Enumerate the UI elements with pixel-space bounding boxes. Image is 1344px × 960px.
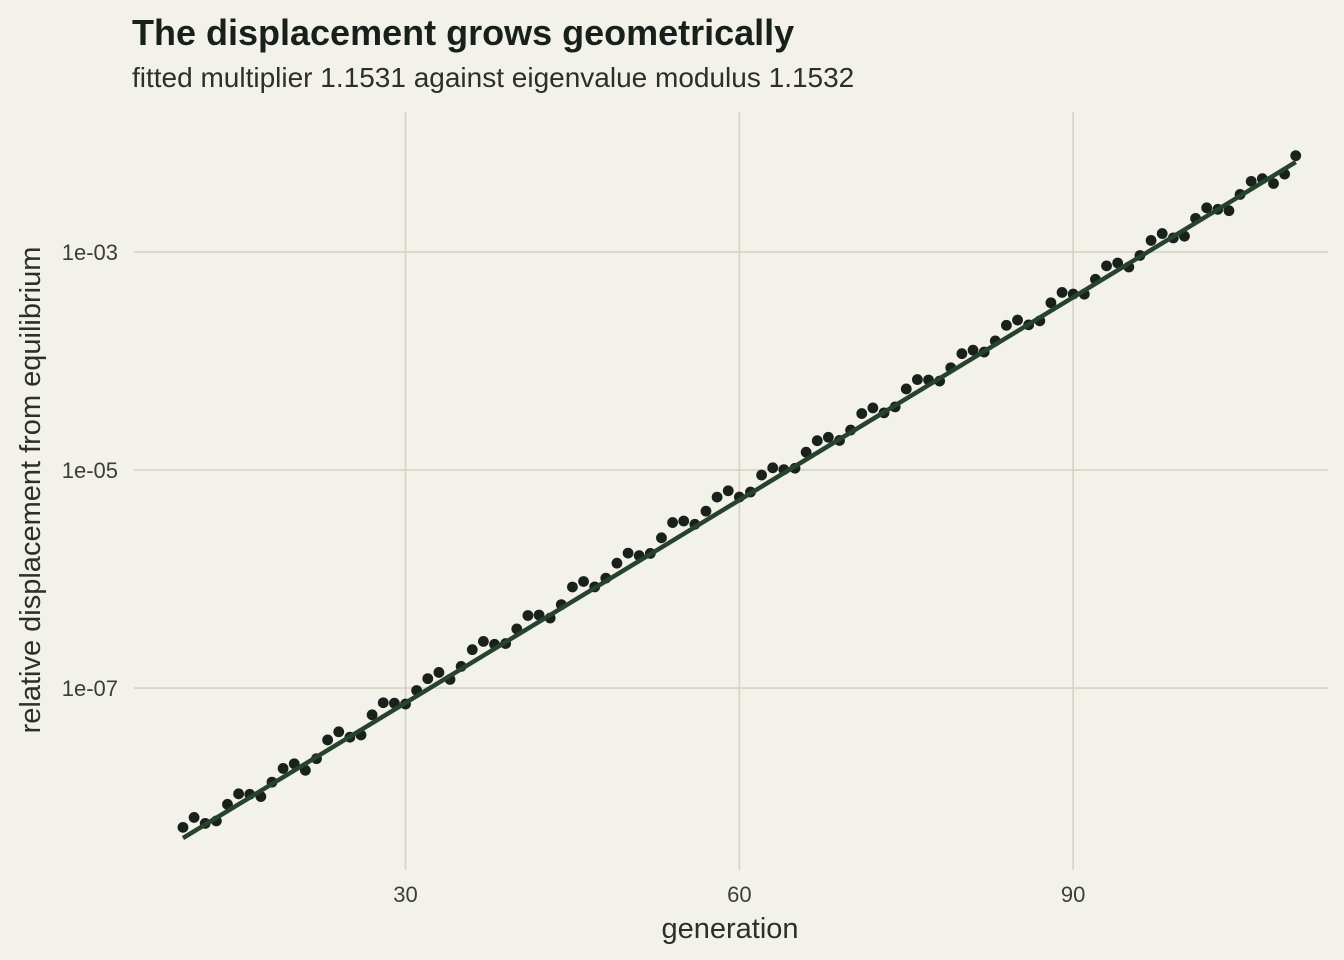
data-point bbox=[567, 581, 578, 593]
data-point bbox=[1045, 297, 1057, 309]
data-point bbox=[667, 517, 678, 528]
data-point bbox=[1201, 202, 1213, 214]
data-point bbox=[956, 348, 968, 360]
data-point bbox=[433, 667, 445, 678]
data-point bbox=[611, 557, 623, 569]
data-point bbox=[478, 635, 489, 647]
data-point bbox=[377, 697, 389, 709]
data-point bbox=[1223, 205, 1235, 217]
data-point bbox=[1101, 260, 1112, 272]
x-axis-title: generation bbox=[661, 913, 798, 945]
data-point bbox=[322, 734, 334, 746]
data-point bbox=[1245, 175, 1257, 187]
data-point bbox=[856, 408, 868, 419]
data-point bbox=[1268, 178, 1279, 189]
chart-subtitle: fitted multiplier 1.1531 against eigenva… bbox=[132, 62, 855, 93]
data-point bbox=[1112, 257, 1124, 269]
x-tick-label: 30 bbox=[393, 882, 417, 907]
data-point bbox=[822, 431, 834, 443]
data-point bbox=[177, 821, 189, 833]
data-point bbox=[800, 446, 812, 458]
data-point bbox=[1290, 150, 1302, 162]
data-point bbox=[967, 344, 979, 356]
data-point bbox=[578, 576, 589, 587]
data-point bbox=[1145, 235, 1157, 246]
data-point bbox=[466, 644, 478, 656]
marks-layer bbox=[177, 150, 1302, 841]
data-point bbox=[188, 812, 200, 823]
data-point bbox=[700, 505, 712, 517]
data-point bbox=[622, 547, 634, 559]
chart-title: The displacement grows geometrically bbox=[132, 12, 795, 53]
data-point bbox=[767, 462, 779, 474]
data-point bbox=[1012, 314, 1023, 326]
y-tick-label: 1e-05 bbox=[62, 458, 118, 483]
data-point bbox=[656, 532, 667, 544]
data-point bbox=[911, 374, 923, 385]
fit-line bbox=[181, 160, 1297, 841]
data-point bbox=[711, 491, 723, 503]
y-axis-title: relative displacement from equilibrium bbox=[15, 247, 47, 734]
y-tick-label: 1e-07 bbox=[62, 676, 118, 701]
y-tick-label: 1e-03 bbox=[62, 240, 118, 265]
data-point bbox=[422, 673, 434, 685]
data-point bbox=[678, 515, 690, 527]
data-point bbox=[1001, 319, 1012, 331]
data-point bbox=[1156, 228, 1168, 239]
data-point bbox=[900, 383, 912, 395]
axes-layer: 30 60 90 1e-07 1e-05 1e-03 bbox=[62, 240, 1086, 907]
data-point bbox=[722, 485, 734, 497]
data-point bbox=[1056, 286, 1068, 298]
x-tick-label: 90 bbox=[1061, 882, 1085, 907]
data-point bbox=[811, 435, 823, 447]
data-point bbox=[233, 788, 245, 800]
data-point bbox=[756, 469, 768, 481]
data-point bbox=[277, 763, 289, 774]
data-point bbox=[366, 709, 378, 721]
x-tick-label: 60 bbox=[727, 882, 751, 907]
data-point bbox=[522, 610, 534, 621]
data-point bbox=[333, 726, 345, 738]
grid-layer bbox=[134, 112, 1328, 870]
data-point bbox=[867, 402, 879, 414]
